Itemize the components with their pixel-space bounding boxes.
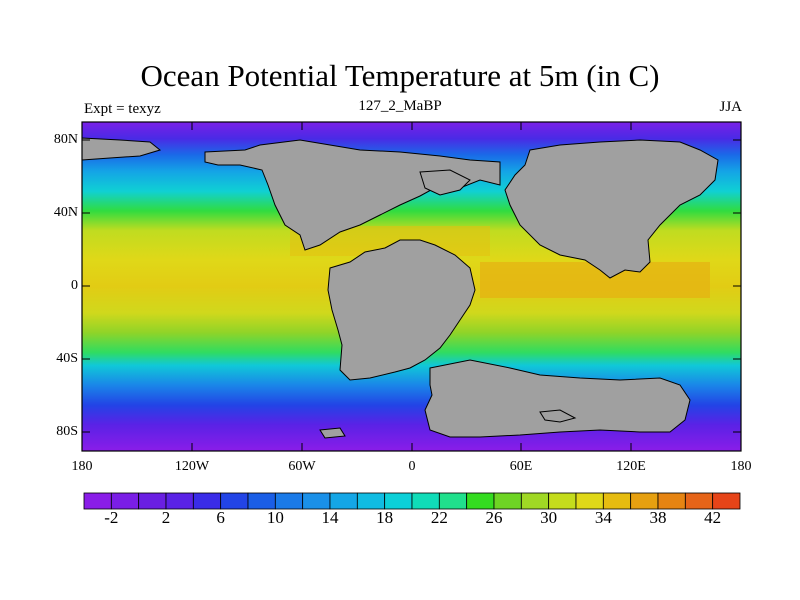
colorbar-label: 6 [216,508,225,527]
colorbar-swatch [356,492,386,510]
colorbar-label: 34 [594,508,612,527]
lon-tick-180e: 180 [730,459,752,474]
colorbar-swatch [384,492,413,510]
lon-tick-0: 0 [408,459,416,474]
colorbar-swatch [466,492,495,510]
colorbar-swatch [247,492,276,510]
lat-tick-80n: 80N [53,132,78,147]
colorbar [83,492,741,510]
colorbar-label: 42 [704,508,722,527]
lon-tick-60e: 60E [509,459,533,474]
colorbar-label: 10 [266,508,284,527]
lat-tick-80s: 80S [56,424,78,439]
period-label: 127_2_MaBP [358,98,442,114]
lon-tick-180w: 180 [71,459,93,474]
colorbar-swatch [438,492,468,510]
colorbar-swatch [520,492,550,510]
colorbar-swatch [165,492,194,510]
colorbar-swatch [712,492,741,510]
colorbar-label: 26 [485,508,503,527]
lat-tick-40s: 40S [56,351,78,366]
lon-tick-60w: 60W [288,459,316,474]
colorbar-label: -2 [104,508,119,527]
experiment-label: Expt = texyz [84,101,161,117]
colorbar-swatch [220,492,249,510]
lat-tick-0: 0 [71,278,78,293]
axis-ticks [82,122,741,451]
map-title: Ocean Potential Temperature at 5m (in C) [140,58,660,93]
colorbar-swatch [684,492,714,510]
land-masses [82,137,719,439]
colorbar-swatch [192,492,222,510]
colorbar-label: 14 [321,508,339,527]
colorbar-swatch [110,492,140,510]
colorbar-swatch [302,492,331,510]
season-label: JJA [719,99,742,115]
lon-tick-120w: 120W [174,459,210,474]
lat-tick-40n: 40N [53,205,78,220]
colorbar-label: 30 [540,508,558,527]
colorbar-swatch [138,492,167,510]
lon-tick-120e: 120E [616,459,646,474]
colorbar-swatch [329,492,358,510]
colorbar-label: 2 [161,508,171,527]
colorbar-swatch [274,492,304,510]
colorbar-swatch [493,492,522,510]
colorbar-swatch [630,492,659,510]
colorbar-swatch [411,492,440,510]
colorbar-swatch [657,492,686,510]
colorbar-label: 18 [376,508,394,527]
colorbar-swatch [548,492,577,510]
colorbar-swatch [602,492,632,510]
colorbar-label: 38 [649,508,667,527]
colorbar-swatch [83,492,112,510]
colorbar-label: 22 [430,508,448,527]
colorbar-swatch [575,492,604,510]
